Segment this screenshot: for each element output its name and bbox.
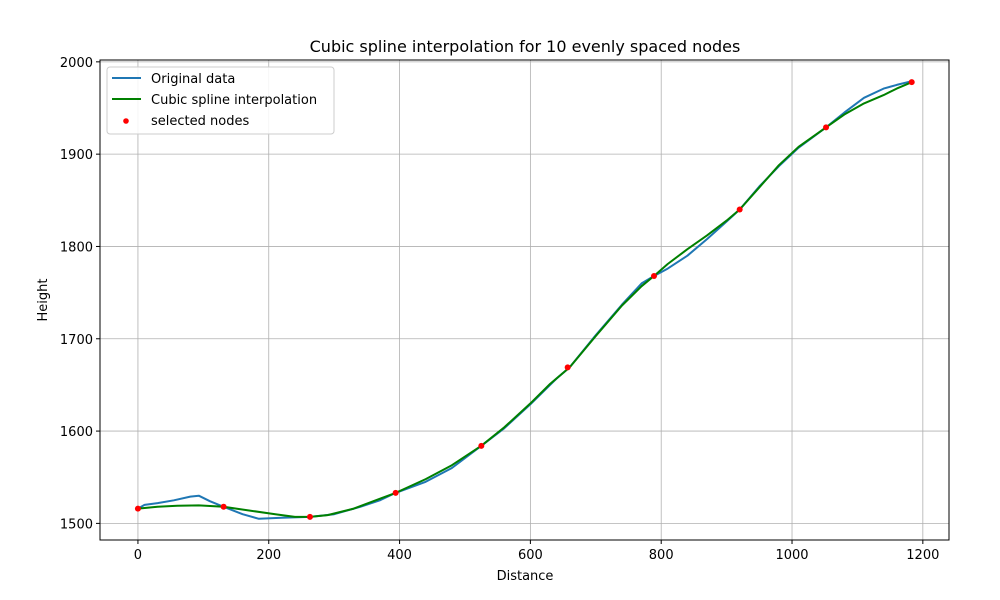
legend-box xyxy=(106,66,335,135)
x-tick-label: 400 xyxy=(387,548,412,563)
node-point xyxy=(908,79,915,86)
y-axis-label: Height xyxy=(36,279,51,322)
node-point xyxy=(220,503,227,510)
node-point xyxy=(736,206,743,213)
legend-label-nodes: selected nodes xyxy=(151,114,249,129)
node-point xyxy=(392,489,399,496)
node-point xyxy=(651,273,658,279)
grid xyxy=(100,60,949,540)
x-tick-label: 1000 xyxy=(775,548,808,563)
y-tick-label: 1700 xyxy=(60,333,93,348)
node-point xyxy=(564,364,571,371)
chart-title: Cubic spline interpolation for 10 evenly… xyxy=(310,37,741,56)
node-point xyxy=(134,505,141,512)
plot-area xyxy=(134,79,915,520)
node-point xyxy=(823,124,830,131)
y-tick-label: 1600 xyxy=(60,425,93,440)
node-point xyxy=(306,513,313,520)
y-tick-label: 1500 xyxy=(60,517,93,532)
legend: Original data Cubic spline interpolation… xyxy=(106,66,335,135)
legend-swatch-nodes xyxy=(123,118,129,124)
series-line xyxy=(137,81,913,518)
y-tick-label: 2000 xyxy=(60,56,93,71)
ticks: 0 200 400 600 800 1000 1200 1500 1600 1700 1800 190… xyxy=(60,56,939,563)
y-tick-label: 1900 xyxy=(60,148,93,163)
series-line xyxy=(137,80,912,520)
x-tick-label: 1200 xyxy=(906,548,939,563)
x-tick-label: 0 xyxy=(134,548,142,563)
y-tick-label: 1800 xyxy=(60,240,93,255)
axes-frame xyxy=(99,59,950,541)
x-tick-label: 800 xyxy=(649,548,674,563)
node-point xyxy=(478,442,485,449)
x-axis-label: Distance xyxy=(497,569,554,584)
x-tick-label: 200 xyxy=(256,548,281,563)
x-tick-label: 600 xyxy=(518,548,543,563)
legend-label-spline: Cubic spline interpolation xyxy=(151,93,317,108)
legend-label-original: Original data xyxy=(151,72,235,87)
